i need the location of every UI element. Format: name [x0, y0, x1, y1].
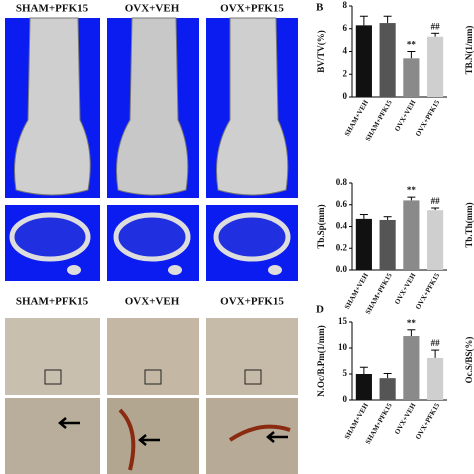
image-label: OVX+VEH: [125, 296, 180, 308]
x-tick-label: OVX+VEH: [393, 98, 418, 133]
y-tick-label: 10: [338, 342, 348, 352]
image-label: OVX+VEH: [125, 3, 180, 15]
y-tick-label: 0: [343, 91, 348, 101]
bar: [355, 218, 372, 270]
y-axis-title: Tb.Sp(mm): [316, 204, 326, 248]
x-tick-label: SHAM+VEH: [343, 401, 370, 440]
y-tick-label: 0: [343, 394, 348, 404]
y-tick-label: 0.8: [336, 177, 348, 187]
bar: [403, 336, 420, 400]
charts: BV/TV(%)02468SHAM+VEHSHAM+PFK15**OVX+VEH…: [316, 0, 447, 446]
bar: [379, 219, 396, 270]
bar: [355, 25, 372, 97]
bar: [379, 23, 396, 97]
bar: [379, 378, 396, 400]
y-tick-label: 4: [343, 46, 348, 56]
bar: [403, 200, 420, 270]
cut-label: Tb.Th(mm): [464, 202, 474, 247]
y-axis-title: BV/TV(%): [316, 30, 326, 73]
x-tick-label: OVX+PFK15: [414, 271, 441, 311]
y-tick-label: 0.4: [336, 221, 348, 231]
bar: [427, 210, 444, 270]
significance: ##: [431, 196, 441, 206]
y-tick-label: 8: [343, 0, 348, 10]
significance: **: [407, 40, 417, 50]
panel-label: D: [316, 304, 324, 316]
x-tick-label: SHAM+VEH: [343, 98, 370, 137]
x-tick-label: SHAM+VEH: [343, 271, 370, 310]
panel-label: B: [316, 2, 324, 14]
image-label: OVX+PFK15: [220, 296, 284, 308]
bar: [403, 58, 420, 97]
y-tick-label: 5: [343, 368, 348, 378]
x-tick-label: OVX+PFK15: [414, 401, 441, 441]
x-tick-label: OVX+PFK15: [414, 98, 441, 138]
histology-images: [5, 318, 298, 474]
x-tick-label: OVX+VEH: [393, 271, 418, 306]
x-tick-label: OVX+VEH: [393, 401, 418, 436]
y-tick-label: 0.6: [336, 199, 348, 209]
y-tick-label: 0.2: [336, 242, 348, 252]
image-label: SHAM+PFK15: [16, 3, 89, 15]
y-tick-label: 2: [343, 68, 348, 78]
significance: ##: [431, 21, 441, 31]
microct-images: [5, 17, 298, 281]
y-tick-label: 0.0: [336, 264, 348, 274]
bar: [427, 36, 444, 97]
bar: [427, 357, 444, 400]
image-label: SHAM+PFK15: [16, 296, 89, 308]
y-tick-label: 6: [343, 23, 348, 33]
y-tick-label: 15: [338, 316, 348, 326]
bar: [355, 374, 372, 400]
significance: ##: [431, 338, 441, 348]
cut-label: Oc.S/BS(%): [464, 337, 474, 384]
image-label: OVX+PFK15: [220, 3, 284, 15]
significance: **: [407, 318, 417, 328]
significance: **: [407, 185, 417, 195]
y-axis-title: N.Oc/B.Pm(1/mm): [316, 325, 326, 396]
cut-label: TB.N(1/mm): [464, 26, 474, 75]
